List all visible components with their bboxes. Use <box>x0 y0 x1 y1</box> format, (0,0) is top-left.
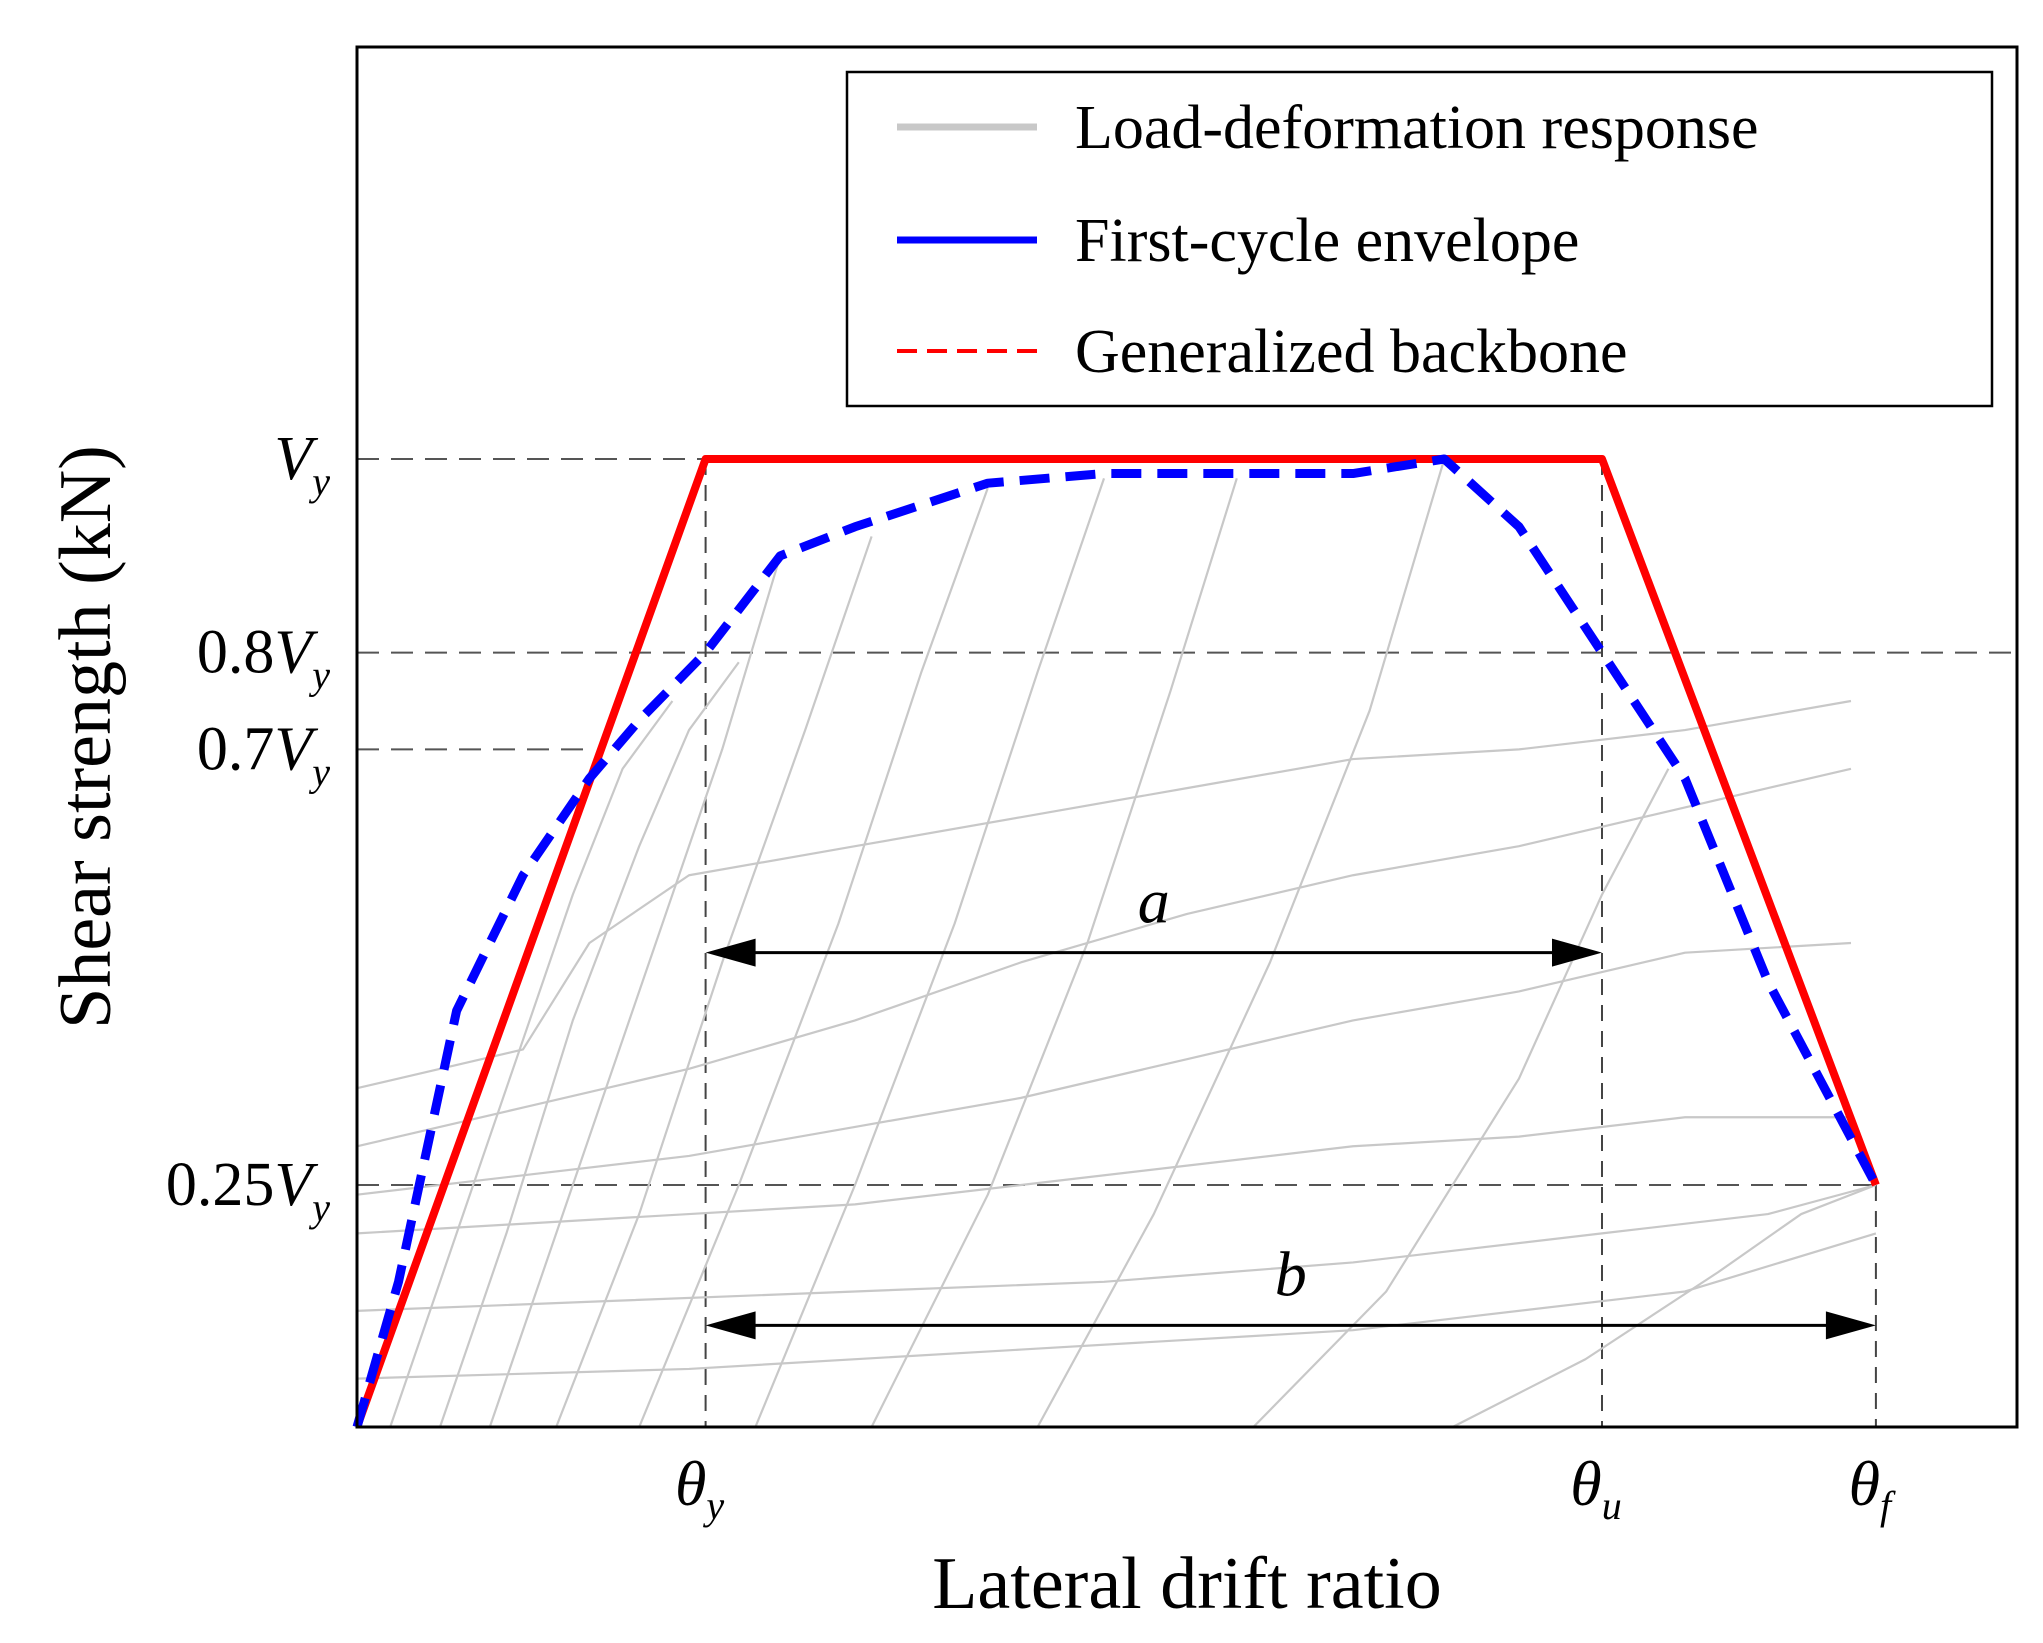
span-b-label: b <box>1275 1238 1307 1309</box>
response-curve-2 <box>356 941 1852 1196</box>
series-first-cycle-envelope <box>352 454 1880 1429</box>
span-a-arrowhead-left <box>705 938 756 967</box>
response-curve-0 <box>356 699 1852 1090</box>
legend-label-first-cycle: First-cycle envelope <box>1075 207 1579 275</box>
span-a-label: a <box>1138 866 1170 937</box>
legend-label-backbone: Generalized backbone <box>1075 318 1628 386</box>
x-tick-theta-u: θu <box>1570 1448 1621 1528</box>
span-b-arrowhead-right <box>1825 1311 1876 1340</box>
y-tick-0-25vy: 0.25Vy <box>166 1151 330 1230</box>
response-curve-10 <box>638 487 989 1428</box>
series-generalized-backbone <box>353 455 1880 1429</box>
annotation-arrows: ab <box>705 866 1876 1340</box>
response-curve-7 <box>438 661 740 1428</box>
response-curve-9 <box>555 536 873 1428</box>
reference-lines <box>357 458 2017 1427</box>
load-deformation-curves <box>356 458 1877 1428</box>
x-axis-label: Lateral drift ratio <box>932 1543 1442 1625</box>
response-curve-11 <box>754 478 1106 1428</box>
series-group <box>352 454 1880 1429</box>
response-curve-8 <box>488 555 782 1428</box>
plot-frame <box>355 45 2019 1429</box>
response-curve-12 <box>870 478 1238 1428</box>
x-tick-theta-f: θf <box>1849 1448 1896 1528</box>
legend-box <box>845 70 1994 408</box>
y-axis-label: Shear strength (kN) <box>45 445 127 1029</box>
legend: Load-deformation response First-cycle en… <box>845 70 1994 408</box>
legend-label-load-deformation: Load-deformation response <box>1075 94 1758 162</box>
response-curve-15 <box>1452 1183 1877 1428</box>
x-tick-theta-y: θy <box>675 1448 724 1528</box>
response-curve-3 <box>356 1116 1851 1235</box>
y-tick-0-8vy: 0.8Vy <box>197 619 330 698</box>
span-b-arrowhead-left <box>705 1311 756 1340</box>
y-tick-labels: Vy 0.8Vy 0.7Vy 0.25Vy <box>166 425 330 1230</box>
response-curve-5 <box>356 1232 1877 1380</box>
response-curve-6 <box>389 700 674 1428</box>
y-tick-vy: Vy <box>274 425 330 504</box>
x-tick-labels: θy θu θf <box>675 1448 1896 1528</box>
span-a-arrowhead-right <box>1552 938 1602 967</box>
y-tick-0-7vy: 0.7Vy <box>197 715 330 794</box>
response-curve-14 <box>1252 768 1670 1428</box>
response-curve-13 <box>1036 458 1446 1428</box>
response-curve-4 <box>356 1183 1877 1312</box>
